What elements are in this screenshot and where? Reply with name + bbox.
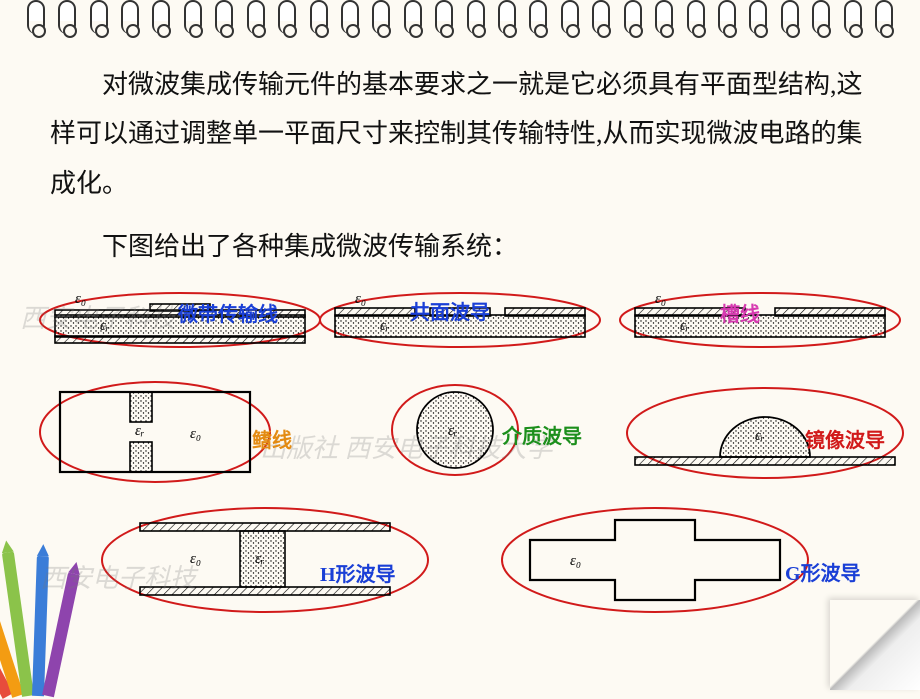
spiral-ring (844, 0, 862, 34)
svg-text:ε₀: ε₀ (570, 553, 581, 569)
diagram-label: G形波导 (785, 557, 861, 586)
spiral-ring (529, 0, 547, 34)
spiral-ring (561, 0, 579, 34)
diagram-label: H形波导 (320, 558, 396, 587)
svg-text:ε₀: ε₀ (190, 551, 201, 567)
spiral-ring (27, 0, 45, 34)
paragraph-1: 对微波集成传输元件的基本要求之一就是它必须具有平面型结构,这样可以通过调整单一平… (50, 60, 880, 208)
spiral-ring (687, 0, 705, 34)
spiral-ring (278, 0, 296, 34)
spiral-ring (372, 0, 390, 34)
spiral-ring (624, 0, 642, 34)
svg-text:ε₀: ε₀ (355, 291, 366, 307)
diagram-label: 介质波导 (502, 420, 582, 449)
spiral-ring (247, 0, 265, 34)
svg-text:εᵣ: εᵣ (448, 423, 458, 439)
diagram-area: ε₀ εᵣ ε₀ εᵣ ε₀ εᵣ εᵣ ε₀ εᵣ (20, 290, 900, 680)
spiral-ring (58, 0, 76, 34)
spiral-ring (152, 0, 170, 34)
svg-text:εᵣ: εᵣ (755, 428, 765, 444)
page-curl-decoration (830, 600, 920, 690)
spiral-ring (90, 0, 108, 34)
svg-text:εᵣ: εᵣ (680, 318, 690, 334)
spiral-ring (310, 0, 328, 34)
svg-text:ε₀: ε₀ (190, 426, 201, 442)
spiral-ring (875, 0, 893, 34)
diagram-finline: εᵣ ε₀ (40, 380, 270, 485)
svg-text:εᵣ: εᵣ (380, 318, 390, 334)
spiral-ring (467, 0, 485, 34)
spiral-ring (404, 0, 422, 34)
svg-text:ε₀: ε₀ (75, 291, 86, 307)
svg-text:εᵣ: εᵣ (100, 318, 110, 334)
diagram-label: 镜像波导 (805, 424, 885, 453)
svg-text:ε₀: ε₀ (655, 291, 666, 307)
spiral-ring (749, 0, 767, 34)
spiral-ring (718, 0, 736, 34)
spiral-ring (341, 0, 359, 34)
spiral-ring (592, 0, 610, 34)
spiral-ring (121, 0, 139, 34)
diagram-g-guide: ε₀ (500, 505, 810, 615)
diagram-label: 槽线 (720, 298, 760, 327)
svg-text:εᵣ: εᵣ (135, 423, 145, 439)
paragraph-2: 下图给出了各种集成微波传输系统： (50, 226, 880, 263)
spiral-ring (215, 0, 233, 34)
spiral-ring (435, 0, 453, 34)
spiral-ring (498, 0, 516, 34)
diagram-label: 鳍线 (252, 424, 292, 453)
spiral-ring (184, 0, 202, 34)
svg-text:εᵣ: εᵣ (255, 551, 265, 567)
diagram-slotline: ε₀ εᵣ (620, 290, 900, 355)
diagram-label: 微带传输线 (178, 298, 278, 327)
spiral-binding (0, 0, 920, 40)
spiral-ring (812, 0, 830, 34)
spiral-ring (781, 0, 799, 34)
diagram-label: 共面波导 (410, 296, 490, 325)
pencil-decoration (0, 530, 70, 690)
diagram-dielectric: εᵣ (390, 385, 520, 480)
text-content: 对微波集成传输元件的基本要求之一就是它必须具有平面型结构,这样可以通过调整单一平… (50, 60, 880, 263)
spiral-ring (655, 0, 673, 34)
